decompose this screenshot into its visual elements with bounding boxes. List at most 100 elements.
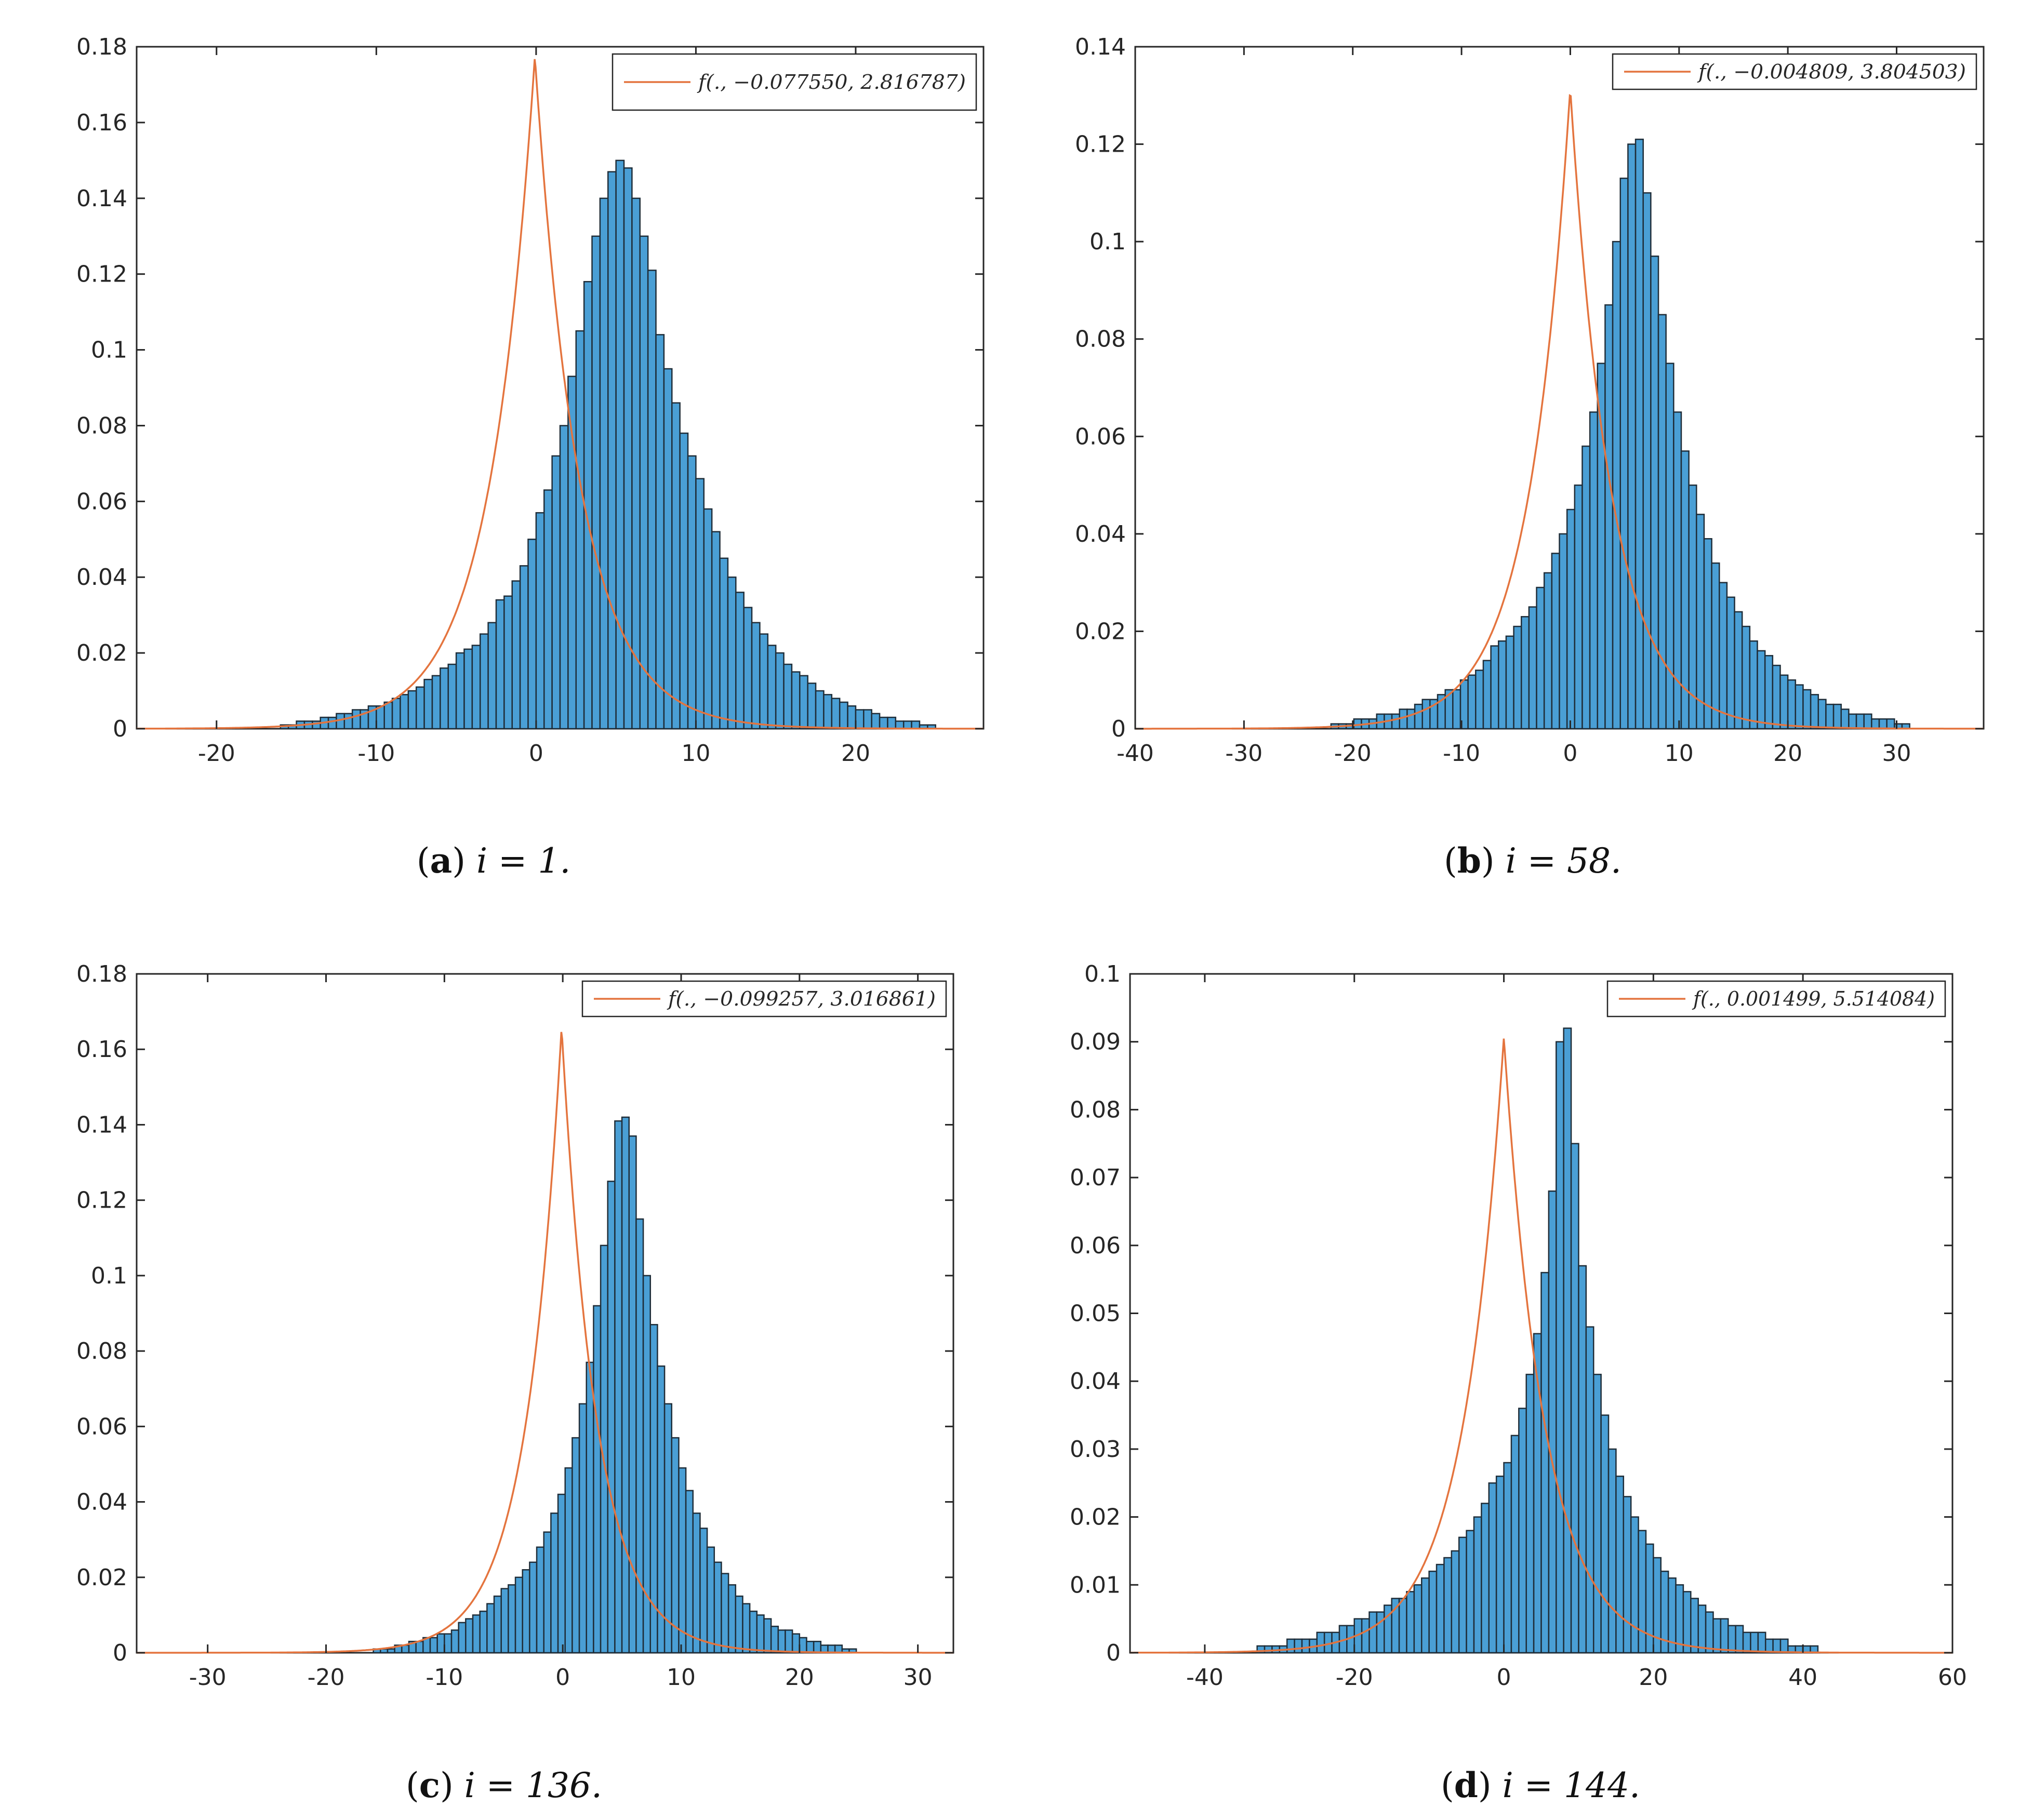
hist-bar	[429, 1637, 438, 1654]
hist-bar	[591, 235, 601, 730]
hist-bar	[376, 705, 385, 730]
hist-bar	[535, 512, 545, 730]
hist-bar	[1727, 1625, 1736, 1654]
hist-bar	[749, 1610, 758, 1654]
y-tick-label: 0.04	[1070, 1368, 1121, 1395]
hist-bar	[791, 1633, 801, 1654]
hist-bar	[911, 720, 921, 730]
hist-bar	[450, 1629, 459, 1654]
x-tick-label: -20	[198, 740, 235, 767]
hist-bar	[508, 1584, 516, 1654]
hist-bar	[759, 633, 769, 730]
hist-bar	[479, 1610, 488, 1654]
hist-bar	[1376, 1611, 1385, 1654]
hist-bar	[1482, 660, 1492, 730]
hist-bar	[1316, 1631, 1325, 1654]
hist-bar	[695, 478, 705, 730]
hist-bar	[1578, 1265, 1587, 1654]
y-tick-label: 0.04	[76, 1489, 127, 1516]
hist-bar	[855, 709, 865, 730]
hist-bar	[1368, 1611, 1378, 1654]
x-tick-label: 10	[1665, 740, 1694, 767]
legend-a: f(., −0.077550, 2.816787)	[612, 53, 977, 111]
y-tick-label: 0.14	[76, 1112, 127, 1138]
hist-bar	[807, 682, 817, 730]
y-tick-label: 0.07	[1070, 1165, 1121, 1191]
hist-bar	[1817, 699, 1827, 730]
hist-bar	[799, 1637, 807, 1654]
hist-bar	[621, 1116, 630, 1654]
hist-bar	[1551, 553, 1560, 730]
hist-bar	[391, 698, 401, 730]
y-tick-label: 0.02	[76, 1564, 127, 1591]
caption-c-letter: c	[419, 1765, 440, 1805]
hist-bar	[1657, 314, 1667, 730]
hist-bar	[436, 1633, 445, 1654]
hist-bar	[1802, 689, 1812, 730]
hist-bar	[615, 159, 625, 730]
hist-bar	[1574, 484, 1583, 730]
hist-bar	[472, 1614, 481, 1654]
hist-bar	[1750, 1631, 1759, 1654]
hist-bar	[655, 334, 665, 730]
hist-bar	[1705, 1611, 1714, 1654]
caption-d-letter: d	[1454, 1765, 1478, 1805]
hist-bar	[1286, 1638, 1295, 1654]
hist-bar	[463, 648, 473, 730]
hist-bar	[1540, 1272, 1550, 1654]
hist-bar	[1488, 1482, 1497, 1654]
hist-bar	[1406, 708, 1416, 730]
hist-bar	[1556, 1041, 1564, 1654]
hist-bar	[1742, 1631, 1751, 1654]
hist-bar	[1863, 713, 1872, 730]
hist-bar	[1559, 533, 1568, 730]
histogram-d	[1256, 1027, 1819, 1654]
hist-bar	[1719, 582, 1728, 730]
x-tick-label: 10	[681, 740, 710, 767]
hist-bar	[1495, 1475, 1505, 1654]
hist-bar	[763, 1618, 772, 1654]
hist-bar	[711, 531, 721, 730]
hist-bar	[593, 1305, 602, 1654]
hist-bar	[721, 1573, 729, 1654]
hist-bar	[536, 1546, 544, 1654]
hist-bar	[327, 716, 337, 730]
y-tick-label: 0.08	[76, 412, 127, 439]
x-tick-label: 0	[1563, 740, 1577, 767]
y-tick-label: 0.02	[1075, 618, 1126, 645]
hist-bar	[770, 1625, 779, 1654]
y-tick-label: 0.04	[1075, 521, 1126, 547]
x-tick-label: -20	[308, 1664, 345, 1691]
hist-bar	[607, 171, 617, 730]
hist-bar	[1764, 1638, 1774, 1654]
hist-bar	[1451, 1550, 1460, 1654]
y-tick-label: 0.01	[1070, 1572, 1121, 1598]
hist-bar	[713, 1561, 722, 1654]
hist-bar	[657, 1365, 666, 1654]
hist-bar	[706, 1546, 715, 1654]
hist-bar	[1589, 411, 1599, 730]
x-tick-label: 20	[1773, 740, 1802, 767]
y-tick-label: 0.08	[76, 1338, 127, 1364]
hist-bar	[1361, 1618, 1370, 1654]
hist-bar	[751, 622, 761, 730]
hist-bar	[1779, 674, 1789, 730]
hist-bar	[511, 580, 521, 730]
y-tick-label: 0	[113, 716, 127, 742]
hist-bar	[1498, 640, 1507, 730]
legend-label: f(., 0.001499, 5.514084)	[1692, 987, 1935, 1010]
hist-bar	[1406, 1591, 1415, 1654]
hist-bar	[1518, 1408, 1527, 1654]
hist-bar	[887, 716, 897, 730]
hist-bar	[1414, 703, 1423, 730]
hist-bar	[1413, 1584, 1423, 1654]
hist-bar	[806, 1640, 815, 1654]
x-tick-label: -40	[1117, 740, 1154, 767]
hist-bar	[1597, 363, 1606, 730]
hist-bar	[1513, 625, 1522, 730]
panel-a: -20 -10 0 10 20 0 0.02 0.04 0.06 0.08 0.1 0.12 0.14 0…	[76, 34, 985, 767]
hist-bar	[529, 1561, 538, 1654]
hist-bar	[839, 701, 848, 730]
hist-bar	[514, 1576, 523, 1654]
